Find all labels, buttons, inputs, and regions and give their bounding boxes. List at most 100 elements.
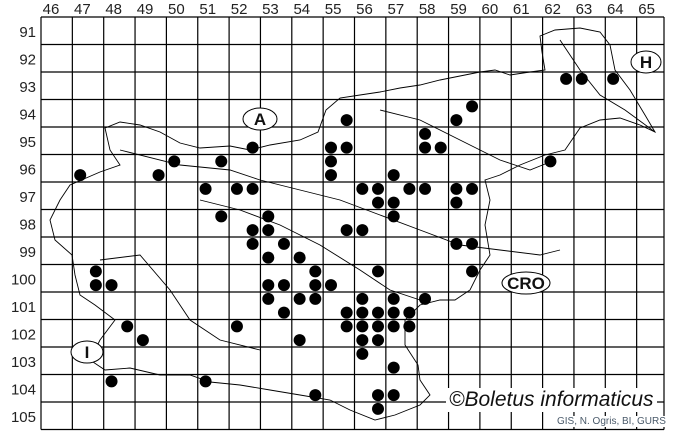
record-dot bbox=[419, 182, 432, 195]
credits-text: GIS, N. Ogris, BI, GURS bbox=[555, 416, 668, 427]
column-label: 61 bbox=[513, 1, 530, 18]
row-label: 104 bbox=[11, 382, 36, 399]
record-dot bbox=[387, 361, 400, 374]
record-dot bbox=[419, 127, 432, 140]
record-dot bbox=[309, 292, 322, 305]
record-dot bbox=[293, 292, 306, 305]
row-label: 93 bbox=[19, 79, 36, 96]
record-dot bbox=[387, 320, 400, 333]
record-dot bbox=[450, 114, 463, 127]
region-label-croatia: CRO bbox=[501, 271, 551, 295]
record-dot bbox=[434, 141, 447, 154]
record-dot bbox=[105, 279, 118, 292]
row-label: 97 bbox=[19, 189, 36, 206]
region-ellipse bbox=[242, 107, 278, 131]
column-labels: 46 47 48 49 50 51 52 53 54 55 56 57 58 59 60 61 62 63 64 65 bbox=[43, 1, 655, 18]
record-dot bbox=[450, 237, 463, 250]
record-dot bbox=[387, 292, 400, 305]
record-dot bbox=[356, 320, 369, 333]
record-dot bbox=[152, 169, 165, 182]
record-dot bbox=[387, 210, 400, 223]
row-label: 92 bbox=[19, 52, 36, 69]
record-dot bbox=[74, 169, 87, 182]
record-dot bbox=[372, 265, 385, 278]
record-dot bbox=[262, 210, 275, 223]
record-dot bbox=[105, 375, 118, 388]
record-dot bbox=[340, 224, 353, 237]
river bbox=[559, 39, 656, 133]
column-label: 53 bbox=[262, 1, 279, 18]
row-label: 98 bbox=[19, 217, 36, 234]
record-dot bbox=[466, 100, 479, 113]
record-dot bbox=[262, 279, 275, 292]
river bbox=[379, 109, 556, 171]
record-dot bbox=[309, 279, 322, 292]
record-dot bbox=[121, 320, 134, 333]
record-dot bbox=[419, 292, 432, 305]
record-dot bbox=[466, 182, 479, 195]
record-dot bbox=[215, 155, 228, 168]
region-label-italy: I bbox=[70, 340, 104, 364]
record-dot bbox=[324, 155, 337, 168]
record-dot bbox=[372, 334, 385, 347]
record-dot bbox=[372, 196, 385, 209]
record-dot bbox=[324, 169, 337, 182]
record-dot bbox=[309, 265, 322, 278]
column-label: 46 bbox=[43, 1, 60, 18]
column-label: 52 bbox=[231, 1, 248, 18]
record-dot bbox=[309, 389, 322, 402]
column-label: 59 bbox=[450, 1, 467, 18]
region-text: H bbox=[640, 53, 652, 72]
record-dot bbox=[372, 402, 385, 415]
record-dots bbox=[74, 72, 620, 415]
record-dot bbox=[340, 114, 353, 127]
row-label: 96 bbox=[19, 162, 36, 179]
record-dot bbox=[419, 141, 432, 154]
column-label: 50 bbox=[168, 1, 185, 18]
record-dot bbox=[450, 182, 463, 195]
record-dot bbox=[372, 306, 385, 319]
row-label: 103 bbox=[11, 354, 36, 371]
column-label: 58 bbox=[419, 1, 436, 18]
row-labels: 91 92 93 94 95 96 97 98 99 100 101 102 103 104 105 bbox=[11, 24, 36, 426]
column-label: 51 bbox=[199, 1, 216, 18]
record-dot bbox=[340, 306, 353, 319]
row-label: 99 bbox=[19, 244, 36, 261]
column-label: 65 bbox=[638, 1, 655, 18]
record-dot bbox=[356, 347, 369, 360]
column-label: 63 bbox=[576, 1, 593, 18]
country-border bbox=[49, 27, 657, 421]
record-dot bbox=[560, 72, 573, 85]
row-label: 102 bbox=[11, 327, 36, 344]
record-dot bbox=[246, 182, 259, 195]
record-dot bbox=[372, 320, 385, 333]
record-dot bbox=[340, 320, 353, 333]
row-label: 105 bbox=[11, 409, 36, 426]
record-dot bbox=[450, 196, 463, 209]
record-dot bbox=[246, 141, 259, 154]
region-label-austria: A bbox=[242, 107, 278, 131]
region-text: A bbox=[254, 110, 266, 129]
record-dot bbox=[544, 155, 557, 168]
record-dot bbox=[372, 182, 385, 195]
column-label: 49 bbox=[137, 1, 154, 18]
record-dot bbox=[89, 279, 102, 292]
record-dot bbox=[372, 389, 385, 402]
record-dot bbox=[246, 237, 259, 250]
record-dot bbox=[199, 375, 212, 388]
record-dot bbox=[293, 334, 306, 347]
record-dot bbox=[262, 251, 275, 264]
row-label: 101 bbox=[11, 299, 36, 316]
row-label: 100 bbox=[11, 272, 36, 289]
record-dot bbox=[277, 279, 290, 292]
record-dot bbox=[466, 265, 479, 278]
record-dot bbox=[230, 182, 243, 195]
record-dot bbox=[293, 251, 306, 264]
record-dot bbox=[136, 334, 149, 347]
record-dot bbox=[215, 210, 228, 223]
record-dot bbox=[199, 182, 212, 195]
column-label: 47 bbox=[74, 1, 91, 18]
record-dot bbox=[277, 237, 290, 250]
